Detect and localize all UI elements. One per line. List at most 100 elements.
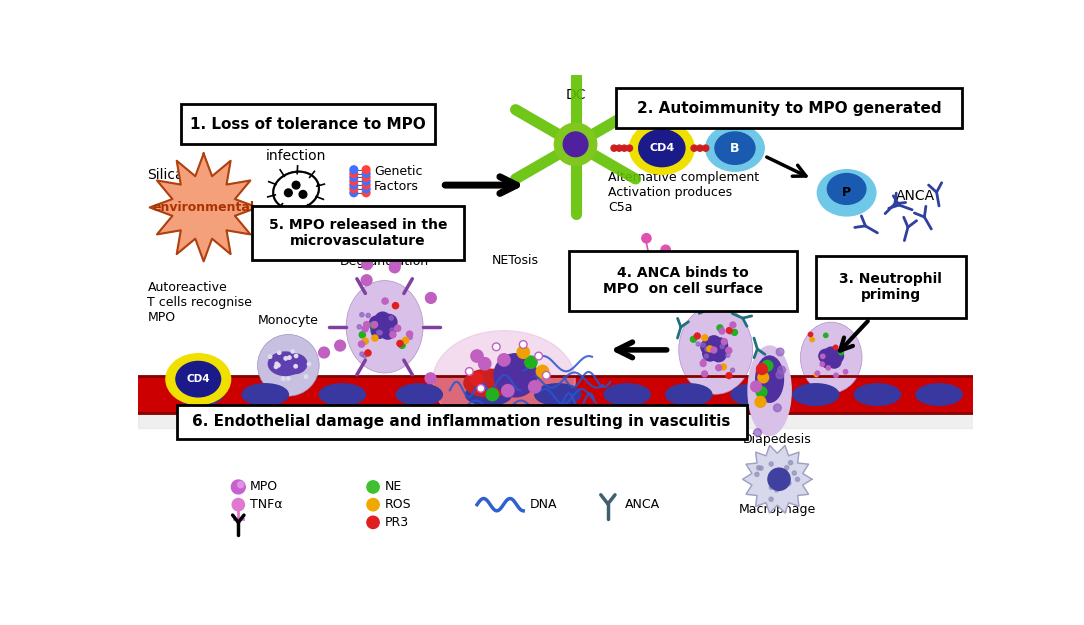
- Circle shape: [537, 365, 549, 378]
- Circle shape: [232, 499, 245, 511]
- Circle shape: [363, 354, 366, 358]
- Circle shape: [274, 365, 278, 369]
- Circle shape: [390, 258, 401, 268]
- Ellipse shape: [638, 129, 685, 167]
- Circle shape: [767, 468, 790, 491]
- Ellipse shape: [433, 331, 576, 431]
- Circle shape: [399, 342, 405, 348]
- Circle shape: [778, 366, 786, 374]
- Circle shape: [362, 259, 373, 269]
- Circle shape: [705, 354, 708, 358]
- Circle shape: [834, 373, 838, 378]
- Circle shape: [642, 234, 651, 243]
- Circle shape: [319, 347, 330, 358]
- Circle shape: [390, 328, 395, 332]
- Circle shape: [362, 174, 370, 181]
- Circle shape: [425, 292, 436, 303]
- Circle shape: [350, 181, 358, 189]
- Circle shape: [362, 189, 370, 197]
- Text: P: P: [842, 186, 851, 199]
- Circle shape: [359, 332, 365, 338]
- Circle shape: [192, 424, 205, 438]
- Circle shape: [721, 339, 727, 344]
- Circle shape: [691, 336, 696, 342]
- Circle shape: [360, 312, 364, 317]
- FancyBboxPatch shape: [253, 206, 464, 260]
- Ellipse shape: [827, 174, 866, 204]
- Circle shape: [810, 338, 814, 342]
- Ellipse shape: [854, 384, 901, 406]
- Text: 2. Autoimmunity to MPO generated: 2. Autoimmunity to MPO generated: [636, 101, 941, 116]
- Circle shape: [366, 499, 379, 511]
- Text: NETosis: NETosis: [492, 254, 539, 268]
- Circle shape: [843, 369, 848, 374]
- Circle shape: [335, 340, 346, 351]
- Circle shape: [465, 368, 473, 375]
- Text: Silica: Silica: [147, 168, 184, 182]
- Text: infection: infection: [266, 149, 326, 163]
- Circle shape: [231, 480, 245, 494]
- Text: 5. MPO released in the
microvasculature: 5. MPO released in the microvasculature: [269, 217, 448, 248]
- Circle shape: [726, 328, 733, 333]
- Text: ANCA: ANCA: [624, 498, 660, 511]
- Circle shape: [408, 335, 412, 339]
- Ellipse shape: [534, 384, 581, 406]
- Circle shape: [366, 313, 371, 318]
- Circle shape: [728, 330, 732, 334]
- Circle shape: [350, 170, 358, 177]
- Circle shape: [492, 343, 500, 351]
- Circle shape: [534, 352, 542, 360]
- Text: Alternative complement
Activation produces
C5a: Alternative complement Activation produc…: [608, 171, 759, 214]
- Circle shape: [350, 174, 358, 181]
- Circle shape: [821, 362, 825, 366]
- Circle shape: [350, 166, 358, 174]
- Circle shape: [294, 364, 297, 368]
- Ellipse shape: [319, 384, 365, 406]
- Text: ROS: ROS: [385, 498, 411, 511]
- Circle shape: [362, 338, 369, 344]
- Bar: [139, 413, 973, 428]
- Text: 3. Neutrophil
priming: 3. Neutrophil priming: [839, 272, 942, 302]
- Ellipse shape: [756, 356, 784, 402]
- Circle shape: [702, 346, 718, 361]
- Circle shape: [695, 333, 700, 339]
- Circle shape: [362, 166, 370, 174]
- Circle shape: [707, 336, 721, 351]
- Circle shape: [350, 189, 358, 197]
- Circle shape: [359, 341, 364, 347]
- Circle shape: [362, 326, 369, 332]
- Ellipse shape: [464, 369, 513, 397]
- FancyBboxPatch shape: [616, 88, 963, 128]
- Ellipse shape: [166, 354, 231, 404]
- Circle shape: [494, 354, 537, 397]
- Ellipse shape: [396, 384, 442, 406]
- Circle shape: [771, 471, 775, 476]
- Circle shape: [762, 361, 773, 371]
- Text: B: B: [731, 142, 739, 154]
- Circle shape: [269, 355, 272, 358]
- Circle shape: [360, 352, 364, 356]
- Circle shape: [701, 335, 708, 341]
- Circle shape: [839, 351, 843, 355]
- Polygon shape: [273, 172, 319, 209]
- Circle shape: [517, 346, 529, 358]
- Circle shape: [757, 387, 766, 398]
- Circle shape: [350, 185, 358, 192]
- Circle shape: [470, 373, 483, 385]
- Text: Monocyte: Monocyte: [258, 314, 319, 327]
- Circle shape: [362, 170, 370, 177]
- Circle shape: [769, 462, 773, 466]
- Circle shape: [287, 356, 292, 359]
- Text: Degranulation: Degranulation: [340, 254, 429, 268]
- Ellipse shape: [465, 384, 512, 406]
- Text: Macrophage: Macrophage: [738, 503, 816, 516]
- Circle shape: [701, 371, 708, 377]
- Circle shape: [701, 359, 706, 363]
- Circle shape: [830, 349, 843, 363]
- Circle shape: [721, 364, 726, 370]
- Circle shape: [754, 472, 759, 476]
- Circle shape: [825, 347, 838, 361]
- Ellipse shape: [748, 346, 791, 436]
- Circle shape: [293, 181, 300, 189]
- FancyBboxPatch shape: [816, 256, 966, 318]
